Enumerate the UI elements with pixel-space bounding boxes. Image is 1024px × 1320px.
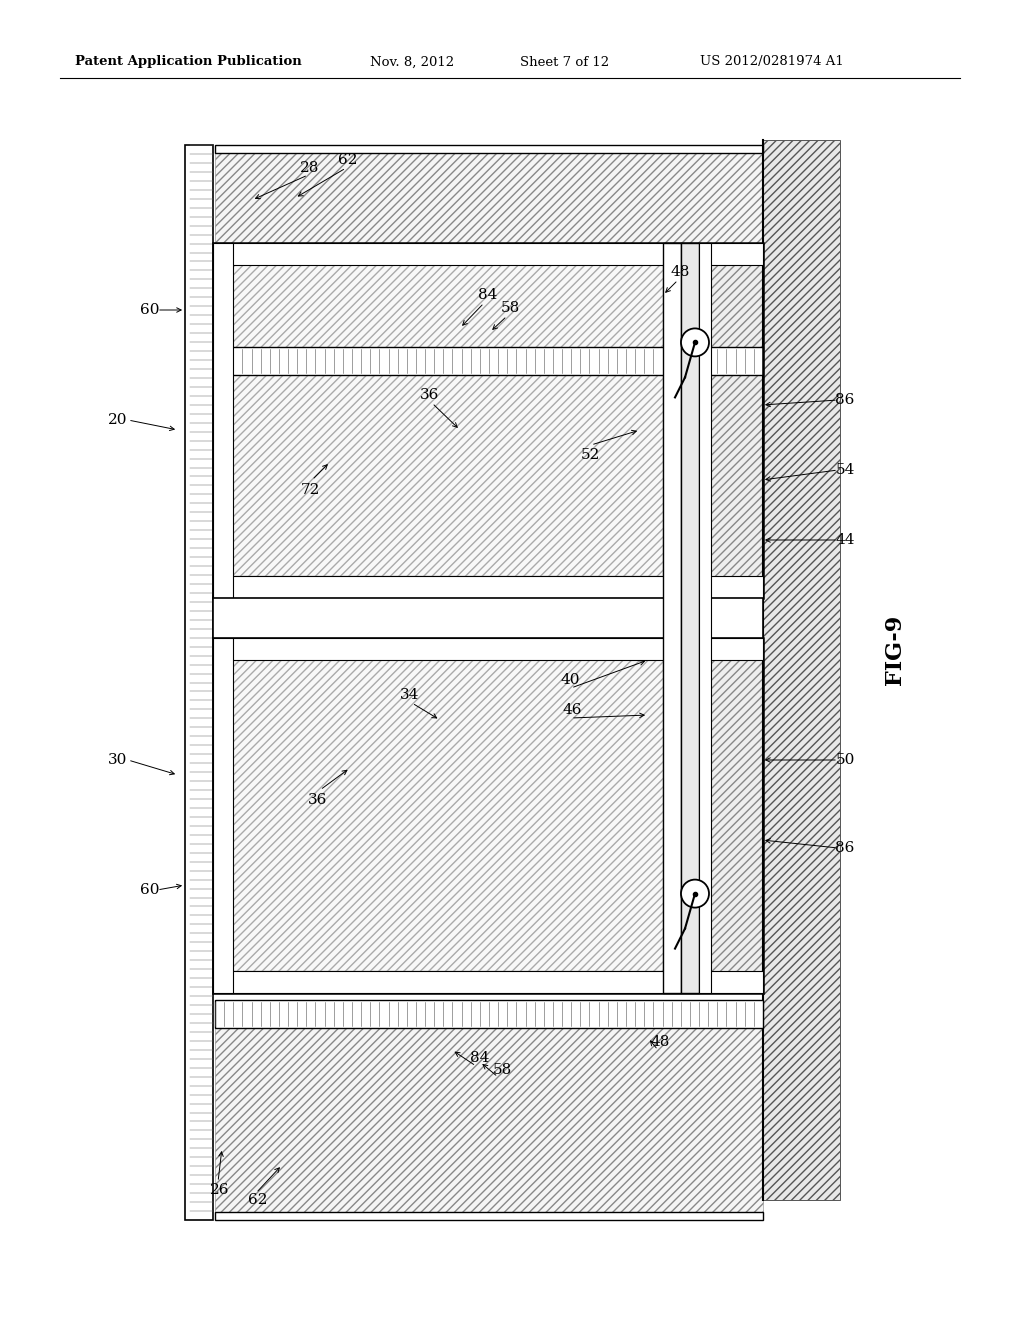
- Text: 30: 30: [109, 752, 128, 767]
- Text: 50: 50: [836, 752, 855, 767]
- Bar: [213, 598, 763, 638]
- Text: Sheet 7 of 12: Sheet 7 of 12: [520, 55, 609, 69]
- Bar: [215, 347, 763, 375]
- Bar: [213, 638, 233, 993]
- Text: 52: 52: [581, 447, 600, 462]
- Bar: [215, 150, 763, 375]
- Bar: [663, 243, 681, 993]
- Text: 54: 54: [836, 463, 855, 477]
- Text: 36: 36: [420, 388, 439, 403]
- Text: 34: 34: [400, 688, 420, 702]
- Text: 72: 72: [300, 483, 319, 498]
- Text: 60: 60: [140, 883, 160, 898]
- Text: 48: 48: [671, 265, 690, 279]
- Text: 26: 26: [210, 1183, 229, 1197]
- Bar: [215, 1001, 763, 1028]
- Bar: [213, 972, 763, 993]
- Circle shape: [681, 329, 709, 356]
- Bar: [215, 1212, 763, 1220]
- Text: 48: 48: [650, 1035, 670, 1049]
- Text: US 2012/0281974 A1: US 2012/0281974 A1: [700, 55, 844, 69]
- Text: 58: 58: [501, 301, 519, 315]
- Text: 62: 62: [338, 153, 357, 168]
- Bar: [681, 243, 699, 993]
- Bar: [213, 576, 763, 598]
- Text: Nov. 8, 2012: Nov. 8, 2012: [370, 55, 454, 69]
- Bar: [711, 243, 763, 993]
- Bar: [233, 660, 663, 972]
- Bar: [763, 140, 840, 1200]
- Text: 46: 46: [562, 704, 582, 717]
- Bar: [185, 145, 213, 1220]
- Text: 62: 62: [248, 1193, 267, 1206]
- Text: 28: 28: [300, 161, 319, 176]
- Bar: [215, 1001, 763, 1214]
- Text: 40: 40: [560, 673, 580, 686]
- Text: 36: 36: [308, 793, 328, 807]
- Text: 60: 60: [140, 304, 160, 317]
- Bar: [233, 265, 663, 576]
- Text: FIG-9: FIG-9: [884, 615, 906, 685]
- Text: 86: 86: [836, 841, 855, 855]
- Bar: [213, 243, 233, 598]
- Text: 20: 20: [109, 413, 128, 426]
- Bar: [213, 243, 763, 265]
- Text: 58: 58: [493, 1063, 512, 1077]
- Text: 84: 84: [470, 1051, 489, 1065]
- Bar: [213, 638, 763, 660]
- Text: 86: 86: [836, 393, 855, 407]
- Bar: [213, 638, 763, 993]
- Bar: [215, 145, 763, 153]
- Text: 84: 84: [478, 288, 498, 302]
- Bar: [699, 243, 711, 993]
- Text: Patent Application Publication: Patent Application Publication: [75, 55, 302, 69]
- Bar: [213, 243, 763, 598]
- Circle shape: [681, 879, 709, 908]
- Text: 44: 44: [836, 533, 855, 546]
